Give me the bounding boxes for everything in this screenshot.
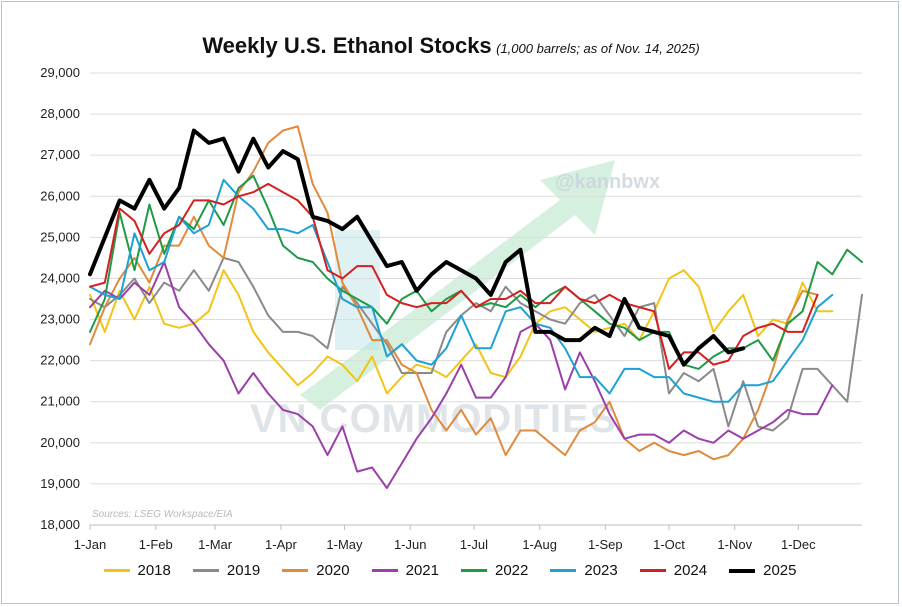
legend-swatch	[639, 569, 666, 572]
x-tick-label: 1-Nov	[717, 537, 752, 552]
watermark-handle: @kannbwx	[555, 171, 660, 193]
y-tick-label: 28,000	[40, 106, 80, 121]
series-line-2018	[89, 269, 834, 395]
x-tick-label: 1-Sep	[588, 537, 623, 552]
legend-label: 2022	[495, 562, 529, 579]
legend-label: 2019	[226, 562, 261, 579]
x-tick-label: 1-Jun	[394, 537, 427, 552]
series-line-2019	[89, 256, 863, 432]
legend-item-2025: 2025	[729, 562, 797, 579]
legend-swatch	[103, 569, 130, 572]
watermark-brand: VN COMMODITIES	[250, 397, 617, 441]
y-tick-label: 24,000	[40, 270, 80, 285]
legend-item-2024: 2024	[639, 562, 708, 579]
series-lines	[88, 125, 863, 489]
legend-item-2021: 2021	[371, 562, 439, 579]
x-tick-label: 1-Apr	[265, 537, 297, 552]
x-tick-label: 1-Jan	[74, 537, 107, 552]
x-tick-label: 1-Mar	[198, 537, 233, 552]
series-line-2023	[89, 178, 834, 403]
legend-item-2022: 2022	[461, 562, 528, 579]
chart-subtitle: (1,000 barrels; as of Nov. 14, 2025)	[496, 41, 700, 56]
series-line-2025	[88, 128, 746, 367]
y-tick-label: 26,000	[40, 188, 80, 203]
legend-item-2019: 2019	[192, 562, 261, 579]
series-line-2020	[89, 125, 819, 461]
y-tick-label: 18,000	[40, 517, 80, 532]
watermark-arrow-icon	[300, 160, 615, 410]
legend-item-2023: 2023	[550, 562, 618, 579]
legend-label: 2023	[584, 562, 618, 579]
x-tick-label: 1-Feb	[139, 537, 173, 552]
chart-title: Weekly U.S. Ethanol Stocks	[202, 33, 492, 58]
chart-title-block: Weekly U.S. Ethanol Stocks (1,000 barrel…	[0, 33, 902, 59]
y-tick-label: 19,000	[40, 476, 80, 491]
x-tick-label: 1-Jul	[460, 537, 488, 552]
legend-swatch	[192, 569, 219, 572]
legend-item-2020: 2020	[282, 562, 350, 579]
legend-swatch	[282, 569, 309, 572]
y-tick-label: 21,000	[40, 394, 80, 409]
legend-swatch	[550, 569, 577, 572]
legend: 2018 2019 2020 2021 2022 2023 2024 2025	[100, 562, 800, 579]
legend-label: 2018	[137, 562, 171, 579]
x-tick-label: 1-May	[326, 537, 363, 552]
legend-label: 2021	[405, 562, 439, 579]
legend-swatch	[371, 569, 398, 572]
legend-label: 2025	[763, 562, 797, 579]
legend-label: 2024	[673, 562, 708, 579]
x-tick-label: 1-Oct	[653, 537, 685, 552]
series-line-2021	[89, 261, 834, 489]
x-tick-label: 1-Aug	[522, 537, 557, 552]
y-tick-label: 22,000	[40, 353, 80, 368]
legend-item-2018: 2018	[103, 562, 171, 579]
legend-label: 2020	[316, 562, 350, 579]
y-tick-label: 29,000	[40, 65, 80, 80]
y-tick-label: 27,000	[40, 147, 80, 162]
x-tick-label: 1-Dec	[781, 537, 816, 552]
y-tick-label: 20,000	[40, 435, 80, 450]
x-axis: 1-Jan 1-Feb 1-Mar 1-Apr 1-May 1-Jun 1-Jul 1-Aug…	[74, 525, 816, 552]
source-note: Sources: LSEG Workspace/EIA	[92, 509, 233, 520]
y-tick-label: 25,000	[40, 229, 80, 244]
legend-swatch	[729, 568, 756, 573]
y-axis: 18,000 19,000 20,000 21,000 22,000 23,000 24,0…	[40, 65, 80, 532]
y-tick-label: 23,000	[40, 312, 80, 327]
legend-swatch	[461, 569, 487, 572]
